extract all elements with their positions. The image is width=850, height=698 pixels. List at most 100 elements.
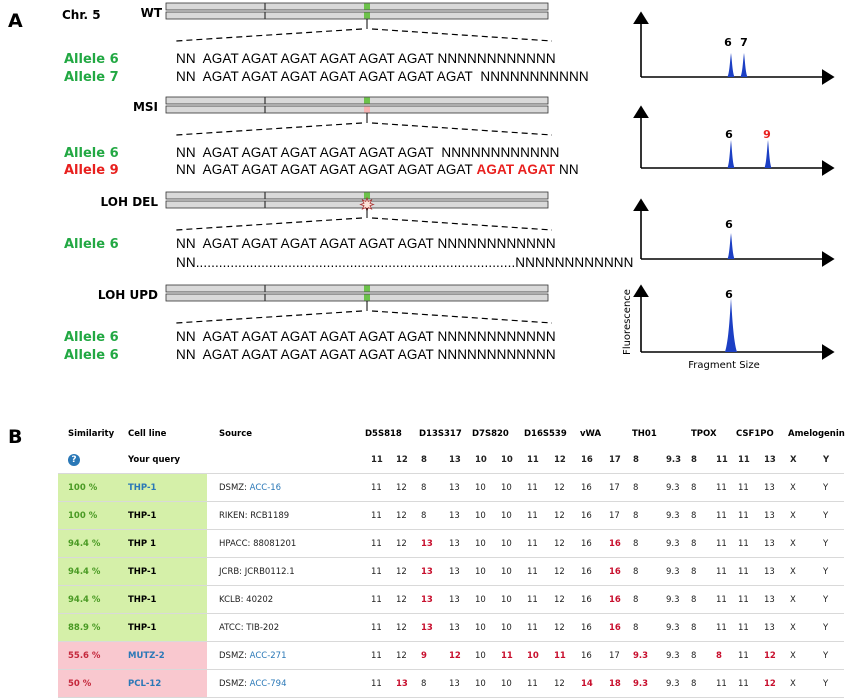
allele-value: 12: [396, 538, 407, 549]
allele-value: 11: [527, 566, 538, 577]
allele-sequence: NN AGAT AGAT AGAT AGAT AGAT AGAT NNNNNNN…: [176, 236, 556, 251]
str-locus-marker: [364, 3, 370, 10]
similarity-score: 50 %: [58, 670, 207, 697]
allele-value: X: [790, 678, 796, 689]
allele-value: 8: [691, 650, 697, 661]
table-row: 55.6 % MUTZ-2 DSMZ: ACC-271 11 12 9 12 10 11 10 11…: [58, 642, 844, 670]
chromosome-bar: [165, 284, 549, 293]
source-text: JCRB: JCRB0112.1: [219, 566, 295, 577]
source-cell: KCLB: 40202: [219, 586, 273, 613]
allele-value: 11: [716, 455, 728, 465]
allele-value: 9.3: [633, 650, 649, 661]
fluorescence-peak: [727, 140, 735, 168]
allele-value: 12: [396, 594, 407, 605]
peak-label: 6: [724, 36, 732, 49]
source-accession-link[interactable]: ACC-16: [249, 482, 282, 493]
allele-value: 13: [764, 510, 775, 521]
allele-label: Allele 6: [64, 330, 119, 345]
similarity-value: 100 %: [68, 510, 98, 521]
header-source: Source: [219, 428, 253, 439]
allele-value: X: [790, 566, 796, 577]
str-locus-marker: [364, 192, 370, 199]
allele-value: 9.3: [666, 566, 680, 577]
str-profile-table: Similarity Cell line Source D5S818 D13S31…: [58, 420, 845, 698]
allele-value: 13: [449, 622, 460, 633]
chromosome-bar: [165, 105, 549, 114]
allele-value: 10: [475, 482, 486, 493]
header-marker-amelogenin: Amelogenin: [788, 428, 845, 439]
allele-value: 16: [581, 538, 592, 549]
table-row: 94.4 % THP 1 HPACC: 88081201 11 12 13 13 10 10 11…: [58, 530, 844, 558]
similarity-value: 94.4 %: [68, 566, 101, 577]
allele-value: Y: [823, 510, 829, 521]
allele-value: 11: [738, 510, 749, 521]
similarity-value: 94.4 %: [68, 538, 101, 549]
cell-line-name[interactable]: PCL-12: [128, 678, 162, 689]
allele-value: 11: [527, 455, 539, 465]
source-text: KCLB: 40202: [219, 594, 274, 605]
allele-value: 8: [691, 594, 697, 605]
allele-value: 13: [764, 455, 776, 465]
sequence-text: NN AGAT AGAT AGAT AGAT AGAT AGAT NNNNNNN…: [176, 236, 556, 251]
zoom-line-right: [371, 310, 553, 324]
allele-value: 11: [527, 594, 538, 605]
source-accession-link[interactable]: ACC-271: [249, 650, 287, 661]
question-icon: ?: [68, 454, 80, 466]
allele-value: 17: [609, 455, 621, 465]
chromosome-bar: [165, 11, 549, 20]
allele-value: 11: [716, 510, 727, 521]
cell-line-name[interactable]: THP-1: [128, 482, 157, 493]
source-accession-link[interactable]: ACC-794: [249, 678, 287, 689]
help-button[interactable]: ?: [68, 447, 80, 473]
table-header-row: Similarity Cell line Source D5S818 D13S31…: [58, 420, 845, 447]
allele-value: 9.3: [633, 678, 649, 689]
allele-value: 8: [691, 482, 697, 493]
similarity-score: 88.9 %: [58, 614, 207, 641]
allele-value: 10: [475, 455, 487, 465]
fluorescence-peak: [764, 140, 772, 168]
allele-value: 10: [475, 650, 486, 661]
allele-value: 16: [609, 594, 621, 605]
allele-value: 8: [691, 538, 697, 549]
allele-value: 16: [581, 455, 593, 465]
allele-value: X: [790, 594, 796, 605]
chromosome-pair-del: [165, 191, 553, 231]
str-locus-marker: [364, 97, 370, 104]
zoom-line-left: [175, 28, 363, 42]
allele-value: 8: [691, 622, 697, 633]
allele-value: X: [790, 538, 796, 549]
header-similarity: Similarity: [68, 428, 115, 439]
header-marker-d5s818: D5S818: [365, 428, 402, 439]
allele-value: 13: [764, 594, 775, 605]
cell-line-name[interactable]: MUTZ-2: [128, 650, 165, 661]
source-cell: ATCC: TIB-202: [219, 614, 279, 641]
table-row: 88.9 % THP-1 ATCC: TIB-202 11 12 13 13 10 10 11 12…: [58, 614, 844, 642]
allele-value: 8: [633, 482, 639, 493]
sequence-text: NN AGAT AGAT AGAT AGAT AGAT AGAT NNNNNNN…: [176, 51, 556, 66]
allele-value: 16: [581, 510, 592, 521]
allele-value: 12: [396, 510, 407, 521]
allele-value: 12: [449, 650, 461, 661]
allele-value: 11: [716, 566, 727, 577]
allele-value: 8: [633, 510, 639, 521]
allele-value: 10: [501, 482, 512, 493]
allele-sequence: NN AGAT AGAT AGAT AGAT AGAT AGAT NNNNNNN…: [176, 145, 560, 160]
zoom-line-left: [175, 310, 363, 324]
allele-value: 12: [396, 566, 407, 577]
allele-value: 8: [716, 650, 722, 661]
allele-value: 8: [633, 594, 639, 605]
cell-line-name: THP-1: [128, 622, 157, 633]
allele-value: 11: [738, 594, 749, 605]
panel-b-letter: B: [8, 426, 23, 448]
chromosome-bar: [165, 2, 549, 11]
similarity-score: 94.4 %: [58, 530, 207, 557]
sequence-tail: NN: [555, 162, 579, 177]
fluorescence-peak: [727, 53, 735, 77]
allele-value: 12: [554, 594, 565, 605]
allele-value: Y: [823, 538, 829, 549]
panel-a-letter: A: [8, 10, 23, 32]
allele-value: 10: [475, 622, 486, 633]
chromosome-pair-wt: [165, 2, 553, 42]
allele-value: 13: [449, 510, 460, 521]
